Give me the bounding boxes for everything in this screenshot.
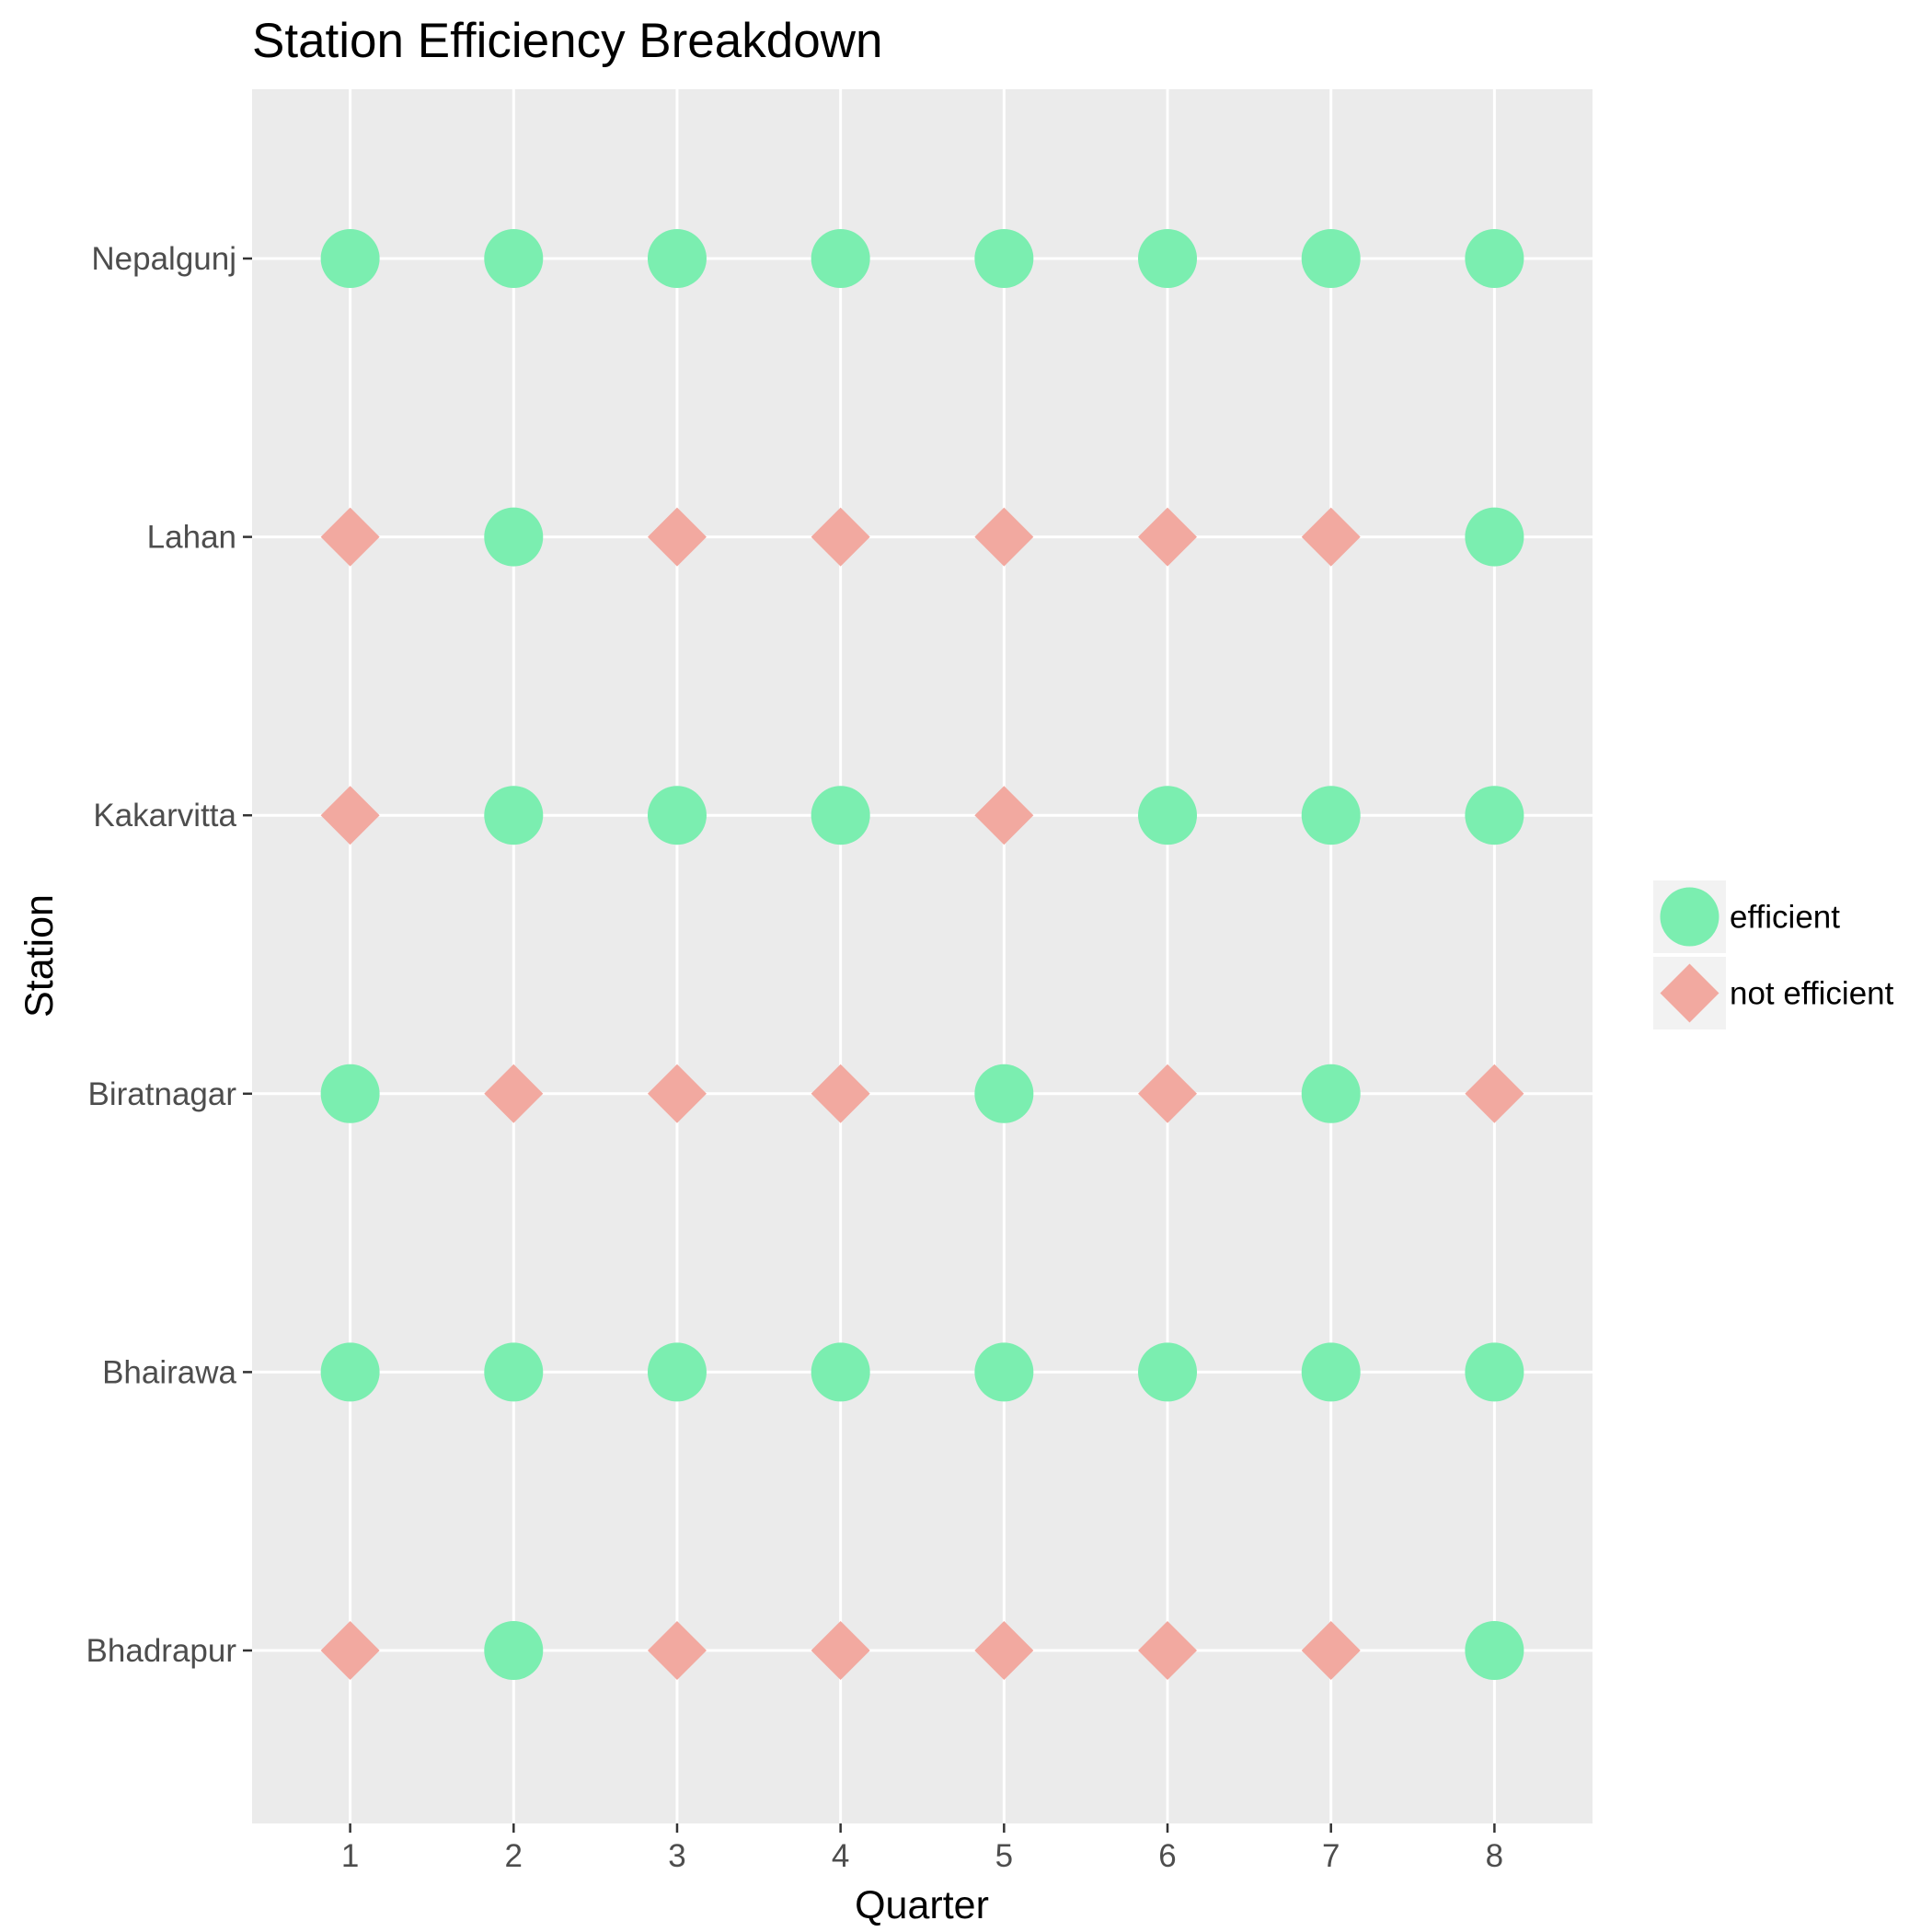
efficient-point xyxy=(484,1621,544,1680)
y-axis-title: Station xyxy=(17,894,62,1018)
y-tick-label: Lahan xyxy=(147,520,236,556)
y-tick-label: Kakarvitta xyxy=(93,798,236,834)
efficient-point xyxy=(1301,1064,1361,1123)
efficient-point xyxy=(1301,1342,1361,1402)
x-tick-label: 2 xyxy=(505,1838,523,1874)
legend: efficient not efficient xyxy=(1653,880,1894,1029)
efficient-point xyxy=(1465,1621,1524,1680)
not-efficient-point xyxy=(1301,1621,1361,1680)
not-efficient-point xyxy=(320,507,380,567)
efficient-point xyxy=(974,1342,1034,1402)
x-tick-label: 8 xyxy=(1486,1838,1503,1874)
efficient-point xyxy=(1465,229,1524,288)
not-efficient-point xyxy=(974,507,1034,567)
x-tick-label: 5 xyxy=(995,1838,1013,1874)
axis-ticks xyxy=(243,257,1496,1833)
efficient-point xyxy=(811,786,870,845)
data-points xyxy=(320,229,1524,1680)
legend-label: not efficient xyxy=(1730,976,1894,1012)
not-efficient-point xyxy=(1138,507,1198,567)
legend-diamond-icon xyxy=(1660,963,1719,1023)
efficient-point xyxy=(1138,229,1198,288)
not-efficient-point xyxy=(1138,1064,1198,1123)
y-tick-label: Bhairawa xyxy=(102,1354,236,1390)
chart-title: Station Efficiency Breakdown xyxy=(252,14,882,68)
legend-circle-icon xyxy=(1660,887,1719,947)
efficient-point xyxy=(647,229,707,288)
not-efficient-point xyxy=(320,1621,380,1680)
x-tick-label: 7 xyxy=(1322,1838,1340,1874)
efficient-point xyxy=(647,1342,707,1402)
not-efficient-point xyxy=(811,1064,870,1123)
efficient-point xyxy=(484,229,544,288)
efficient-point xyxy=(974,229,1034,288)
efficient-point xyxy=(1138,1342,1198,1402)
efficient-point xyxy=(320,1342,380,1402)
not-efficient-point xyxy=(1301,507,1361,567)
efficient-point xyxy=(484,507,544,567)
not-efficient-point xyxy=(1138,1621,1198,1680)
not-efficient-point xyxy=(1465,1064,1524,1123)
efficient-point xyxy=(811,1342,870,1402)
efficient-point xyxy=(1465,507,1524,567)
not-efficient-point xyxy=(647,1621,707,1680)
x-tick-label: 4 xyxy=(832,1838,849,1874)
efficient-point xyxy=(974,1064,1034,1123)
not-efficient-point xyxy=(811,507,870,567)
x-tick-labels: 1 2 3 4 5 6 7 8 xyxy=(341,1838,1503,1874)
efficient-point xyxy=(320,229,380,288)
not-efficient-point xyxy=(484,1064,544,1123)
x-tick-label: 3 xyxy=(668,1838,685,1874)
x-tick-label: 6 xyxy=(1158,1838,1176,1874)
efficient-point xyxy=(647,786,707,845)
efficient-point xyxy=(1465,786,1524,845)
not-efficient-point xyxy=(811,1621,870,1680)
efficient-point xyxy=(1465,1342,1524,1402)
efficient-point xyxy=(484,786,544,845)
not-efficient-point xyxy=(647,1064,707,1123)
efficient-point xyxy=(811,229,870,288)
efficient-point xyxy=(1301,229,1361,288)
y-tick-label: Bhadrapur xyxy=(86,1633,237,1669)
plot-panel xyxy=(252,89,1593,1823)
not-efficient-point xyxy=(320,786,380,845)
x-tick-label: 1 xyxy=(341,1838,359,1874)
not-efficient-point xyxy=(974,1621,1034,1680)
y-tick-labels: Bhadrapur Bhairawa Biratnagar Kakarvitta Lah… xyxy=(86,241,237,1669)
y-tick-label: Nepalgunj xyxy=(91,241,236,277)
not-efficient-point xyxy=(647,507,707,567)
efficient-point xyxy=(484,1342,544,1402)
x-axis-title: Quarter xyxy=(855,1883,989,1927)
efficient-point xyxy=(1301,786,1361,845)
efficient-point xyxy=(1138,786,1198,845)
not-efficient-point xyxy=(974,786,1034,845)
y-tick-label: Biratnagar xyxy=(88,1076,237,1112)
legend-label: efficient xyxy=(1730,900,1840,936)
efficient-point xyxy=(320,1064,380,1123)
gridlines xyxy=(252,89,1593,1823)
